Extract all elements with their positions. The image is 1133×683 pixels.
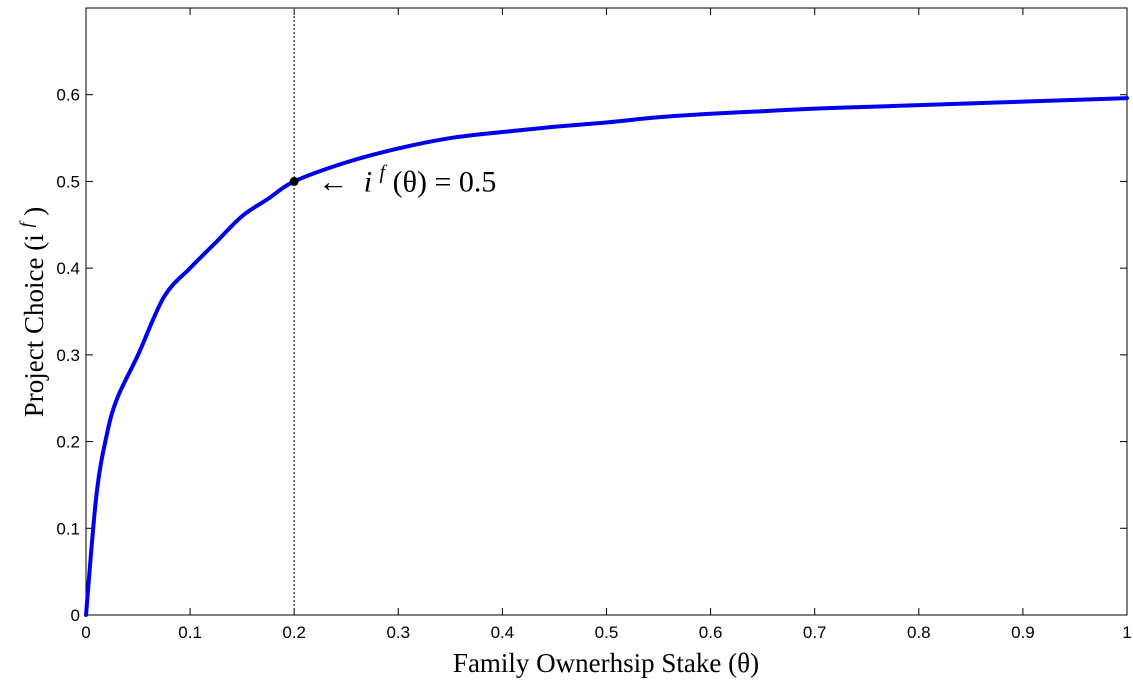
x-tick-label: 0.3 <box>386 623 410 642</box>
x-tick-labels: 0 0.1 0.2 0.3 0.4 0.5 0.6 0.7 0.8 0.9 1 <box>81 623 1131 642</box>
x-tick-label: 0.6 <box>699 623 723 642</box>
annotation-i: i <box>364 165 372 198</box>
point-annotation: ← i f (θ) = 0.5 <box>318 152 496 198</box>
x-axis-title: Family Ownerhsip Stake (θ) <box>453 648 759 678</box>
x-tick-label: 0.9 <box>1011 623 1035 642</box>
x-tick-label: 0 <box>81 623 90 642</box>
x-tick-label: 0.7 <box>803 623 827 642</box>
y-tick-label: 0.4 <box>56 259 80 278</box>
x-tick-label: 0.4 <box>491 623 515 642</box>
y-axis-title-close: ) <box>19 207 49 216</box>
x-tick-label: 0.5 <box>595 623 619 642</box>
x-tick-label: 0.8 <box>907 623 931 642</box>
annotation-arrow: ← <box>318 165 348 198</box>
annotation-sup: f <box>380 161 388 183</box>
y-tick-label: 0.1 <box>56 519 80 538</box>
y-tick-labels: 0 0.1 0.2 0.3 0.4 0.5 0.6 <box>56 86 80 625</box>
y-axis-title-sup: f <box>16 220 36 228</box>
y-tick-label: 0.2 <box>56 433 80 452</box>
y-tick-label: 0.6 <box>56 86 80 105</box>
point-marker <box>289 176 299 186</box>
series-line <box>84 96 1129 617</box>
y-axis-title: Project Choice (i f ) <box>8 207 49 417</box>
annotation-body: (θ) = 0.5 <box>393 165 497 198</box>
y-tick-label: 0.3 <box>56 346 80 365</box>
y-tick-label: 0 <box>71 606 80 625</box>
plot-area <box>85 7 1128 616</box>
y-tick-label: 0.5 <box>56 172 80 191</box>
x-tick-label: 0.2 <box>282 623 306 642</box>
x-tick-label: 0.1 <box>178 623 202 642</box>
x-tick-label: 1 <box>1122 623 1131 642</box>
y-axis-title-main: Project Choice (i <box>19 234 49 417</box>
